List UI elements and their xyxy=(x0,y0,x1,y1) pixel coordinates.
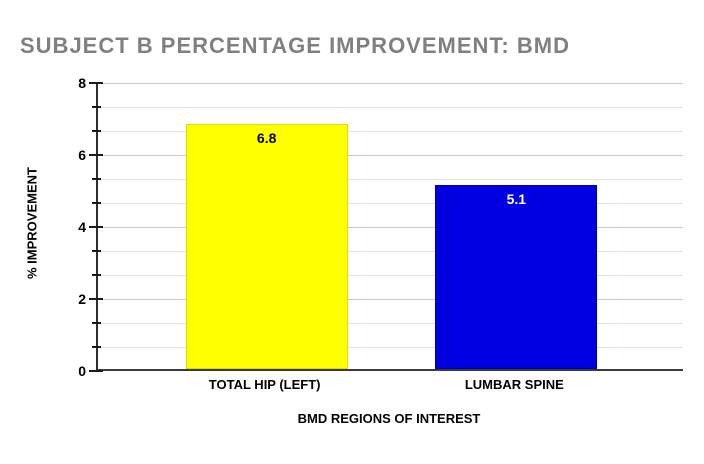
category-label: TOTAL HIP (LEFT) xyxy=(208,377,321,392)
minor-gridline xyxy=(98,178,683,180)
y-tick-label: 8 xyxy=(78,75,86,91)
major-gridline xyxy=(98,226,683,228)
y-minor-tick xyxy=(91,178,101,180)
bar-value-label: 6.8 xyxy=(256,130,277,147)
minor-gridline xyxy=(98,250,683,252)
y-major-tick xyxy=(89,226,103,228)
y-tick-label: 0 xyxy=(78,363,86,379)
major-gridline xyxy=(98,82,683,84)
y-minor-tick xyxy=(91,322,101,324)
bar-value-label: 5.1 xyxy=(506,191,527,208)
bar-lumbar-spine: 5.1 xyxy=(435,185,598,369)
y-tick-label: 6 xyxy=(78,147,86,163)
major-gridline xyxy=(98,154,683,156)
y-minor-tick xyxy=(91,250,101,252)
minor-gridline xyxy=(98,274,683,276)
y-tick-label: 2 xyxy=(78,291,86,307)
y-major-tick xyxy=(89,370,103,372)
major-gridline xyxy=(98,298,683,300)
category-label: LUMBAR SPINE xyxy=(464,377,564,392)
y-minor-tick xyxy=(91,346,101,348)
y-tick-label: 4 xyxy=(78,219,86,235)
y-major-tick xyxy=(89,154,103,156)
y-major-tick xyxy=(89,298,103,300)
minor-gridline xyxy=(98,346,683,348)
minor-gridline xyxy=(98,130,683,132)
minor-gridline xyxy=(98,322,683,324)
chart-title: SUBJECT B PERCENTAGE IMPROVEMENT: BMD xyxy=(20,33,570,58)
y-minor-tick xyxy=(91,106,101,108)
minor-gridline xyxy=(98,202,683,204)
y-minor-tick xyxy=(91,274,101,276)
y-major-tick xyxy=(89,82,103,84)
x-axis-title: BMD REGIONS OF INTEREST xyxy=(297,411,481,426)
y-axis-title: % IMPROVEMENT xyxy=(24,167,40,279)
y-minor-tick xyxy=(91,130,101,132)
plot-area: 6.8 5.1 xyxy=(89,82,683,372)
minor-gridline xyxy=(98,106,683,108)
bar-total-hip-left: 6.8 xyxy=(185,124,348,369)
y-minor-tick xyxy=(91,202,101,204)
